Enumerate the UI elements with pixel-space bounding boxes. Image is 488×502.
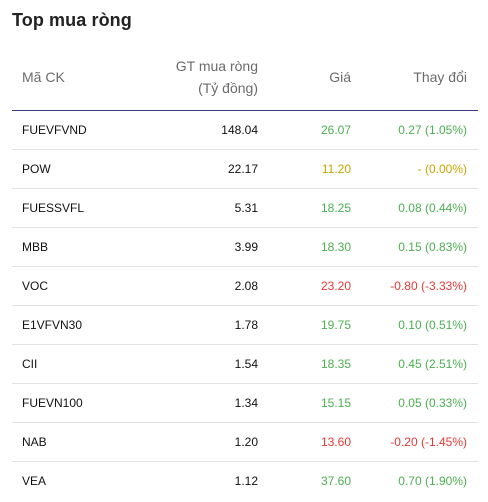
price: 23.20 bbox=[320, 279, 351, 293]
price-change: 0.27 (1.05%) bbox=[398, 123, 467, 137]
stock-code[interactable]: FUEVN100 bbox=[22, 396, 83, 410]
stock-code[interactable]: NAB bbox=[22, 435, 47, 449]
net-buy-value: 148.04 bbox=[221, 123, 258, 137]
price-change: - (0.00%) bbox=[417, 162, 467, 176]
price-change: 0.05 (0.33%) bbox=[398, 396, 467, 410]
widget-title: Top mua ròng bbox=[12, 10, 132, 30]
net-buy-value: 1.78 bbox=[234, 318, 258, 332]
net-buy-value: 1.20 bbox=[234, 435, 258, 449]
stock-code[interactable]: POW bbox=[22, 162, 51, 176]
price-change: -0.20 (-1.45%) bbox=[390, 435, 467, 449]
price-change: 0.08 (0.44%) bbox=[398, 201, 467, 215]
column-header-price[interactable]: Giá bbox=[329, 69, 351, 85]
table-row[interactable]: FUESSVFL 5.31 18.25 0.08 (0.44%) bbox=[12, 189, 478, 228]
price: 37.60 bbox=[320, 474, 351, 488]
table-row[interactable]: POW 22.17 11.20 - (0.00%) bbox=[12, 150, 478, 189]
stock-code[interactable]: E1VFVN30 bbox=[22, 318, 83, 332]
price: 13.60 bbox=[320, 435, 351, 449]
price: 18.35 bbox=[320, 357, 351, 371]
table-row[interactable]: CII 1.54 18.35 0.45 (2.51%) bbox=[12, 345, 478, 384]
table-row[interactable]: VEA 1.12 37.60 0.70 (1.90%) bbox=[12, 462, 478, 501]
net-buy-value: 3.99 bbox=[234, 240, 258, 254]
price: 19.75 bbox=[320, 318, 351, 332]
stock-code[interactable]: MBB bbox=[22, 240, 49, 254]
price: 18.30 bbox=[320, 240, 351, 254]
net-buy-value: 1.12 bbox=[234, 474, 258, 488]
stock-code[interactable]: FUEVFVND bbox=[22, 123, 87, 137]
price: 11.20 bbox=[321, 162, 351, 176]
table-row[interactable]: FUEVFVND 148.04 26.07 0.27 (1.05%) bbox=[12, 111, 478, 150]
net-buy-value: 22.17 bbox=[227, 162, 258, 176]
net-buy-value: 1.34 bbox=[234, 396, 258, 410]
price-change: 0.70 (1.90%) bbox=[398, 474, 467, 488]
price-change: 0.15 (0.83%) bbox=[398, 240, 467, 254]
price-change: -0.80 (-3.33%) bbox=[390, 279, 467, 293]
price-change: 0.10 (0.51%) bbox=[398, 318, 467, 332]
table-row[interactable]: E1VFVN30 1.78 19.75 0.10 (0.51%) bbox=[12, 306, 478, 345]
price: 15.15 bbox=[320, 396, 351, 410]
stock-code[interactable]: VEA bbox=[22, 474, 47, 488]
stock-code[interactable]: CII bbox=[22, 357, 38, 371]
stock-code[interactable]: FUESSVFL bbox=[22, 201, 85, 215]
price-change: 0.45 (2.51%) bbox=[398, 357, 467, 371]
table-row[interactable]: VOC 2.08 23.20 -0.80 (-3.33%) bbox=[12, 267, 478, 306]
net-buy-value: 5.31 bbox=[234, 201, 258, 215]
price: 18.25 bbox=[320, 201, 351, 215]
table-row[interactable]: FUEVN100 1.34 15.15 0.05 (0.33%) bbox=[12, 384, 478, 423]
price: 26.07 bbox=[320, 123, 351, 137]
table-row[interactable]: NAB 1.20 13.60 -0.20 (-1.45%) bbox=[12, 423, 478, 462]
column-header-change[interactable]: Thay đổi bbox=[413, 69, 467, 85]
table-body: FUEVFVND 148.04 26.07 0.27 (1.05%) POW 22.17 1… bbox=[12, 111, 478, 501]
net-buy-value: 1.54 bbox=[234, 357, 258, 371]
table-header: Mã CK GT mua ròng (Tỷ đồng) Giá Thay đổi bbox=[12, 56, 478, 111]
table-row[interactable]: MBB 3.99 18.30 0.15 (0.83%) bbox=[12, 228, 478, 267]
column-header-net-buy-value-unit: (Tỷ đồng) bbox=[198, 80, 258, 96]
column-header-net-buy-value[interactable]: GT mua ròng (Tỷ đồng) bbox=[176, 55, 258, 99]
column-header-code[interactable]: Mã CK bbox=[22, 69, 65, 85]
stock-code[interactable]: VOC bbox=[22, 279, 49, 293]
column-header-net-buy-value-line1: GT mua ròng bbox=[175, 58, 258, 74]
net-buy-value: 2.08 bbox=[234, 279, 258, 293]
